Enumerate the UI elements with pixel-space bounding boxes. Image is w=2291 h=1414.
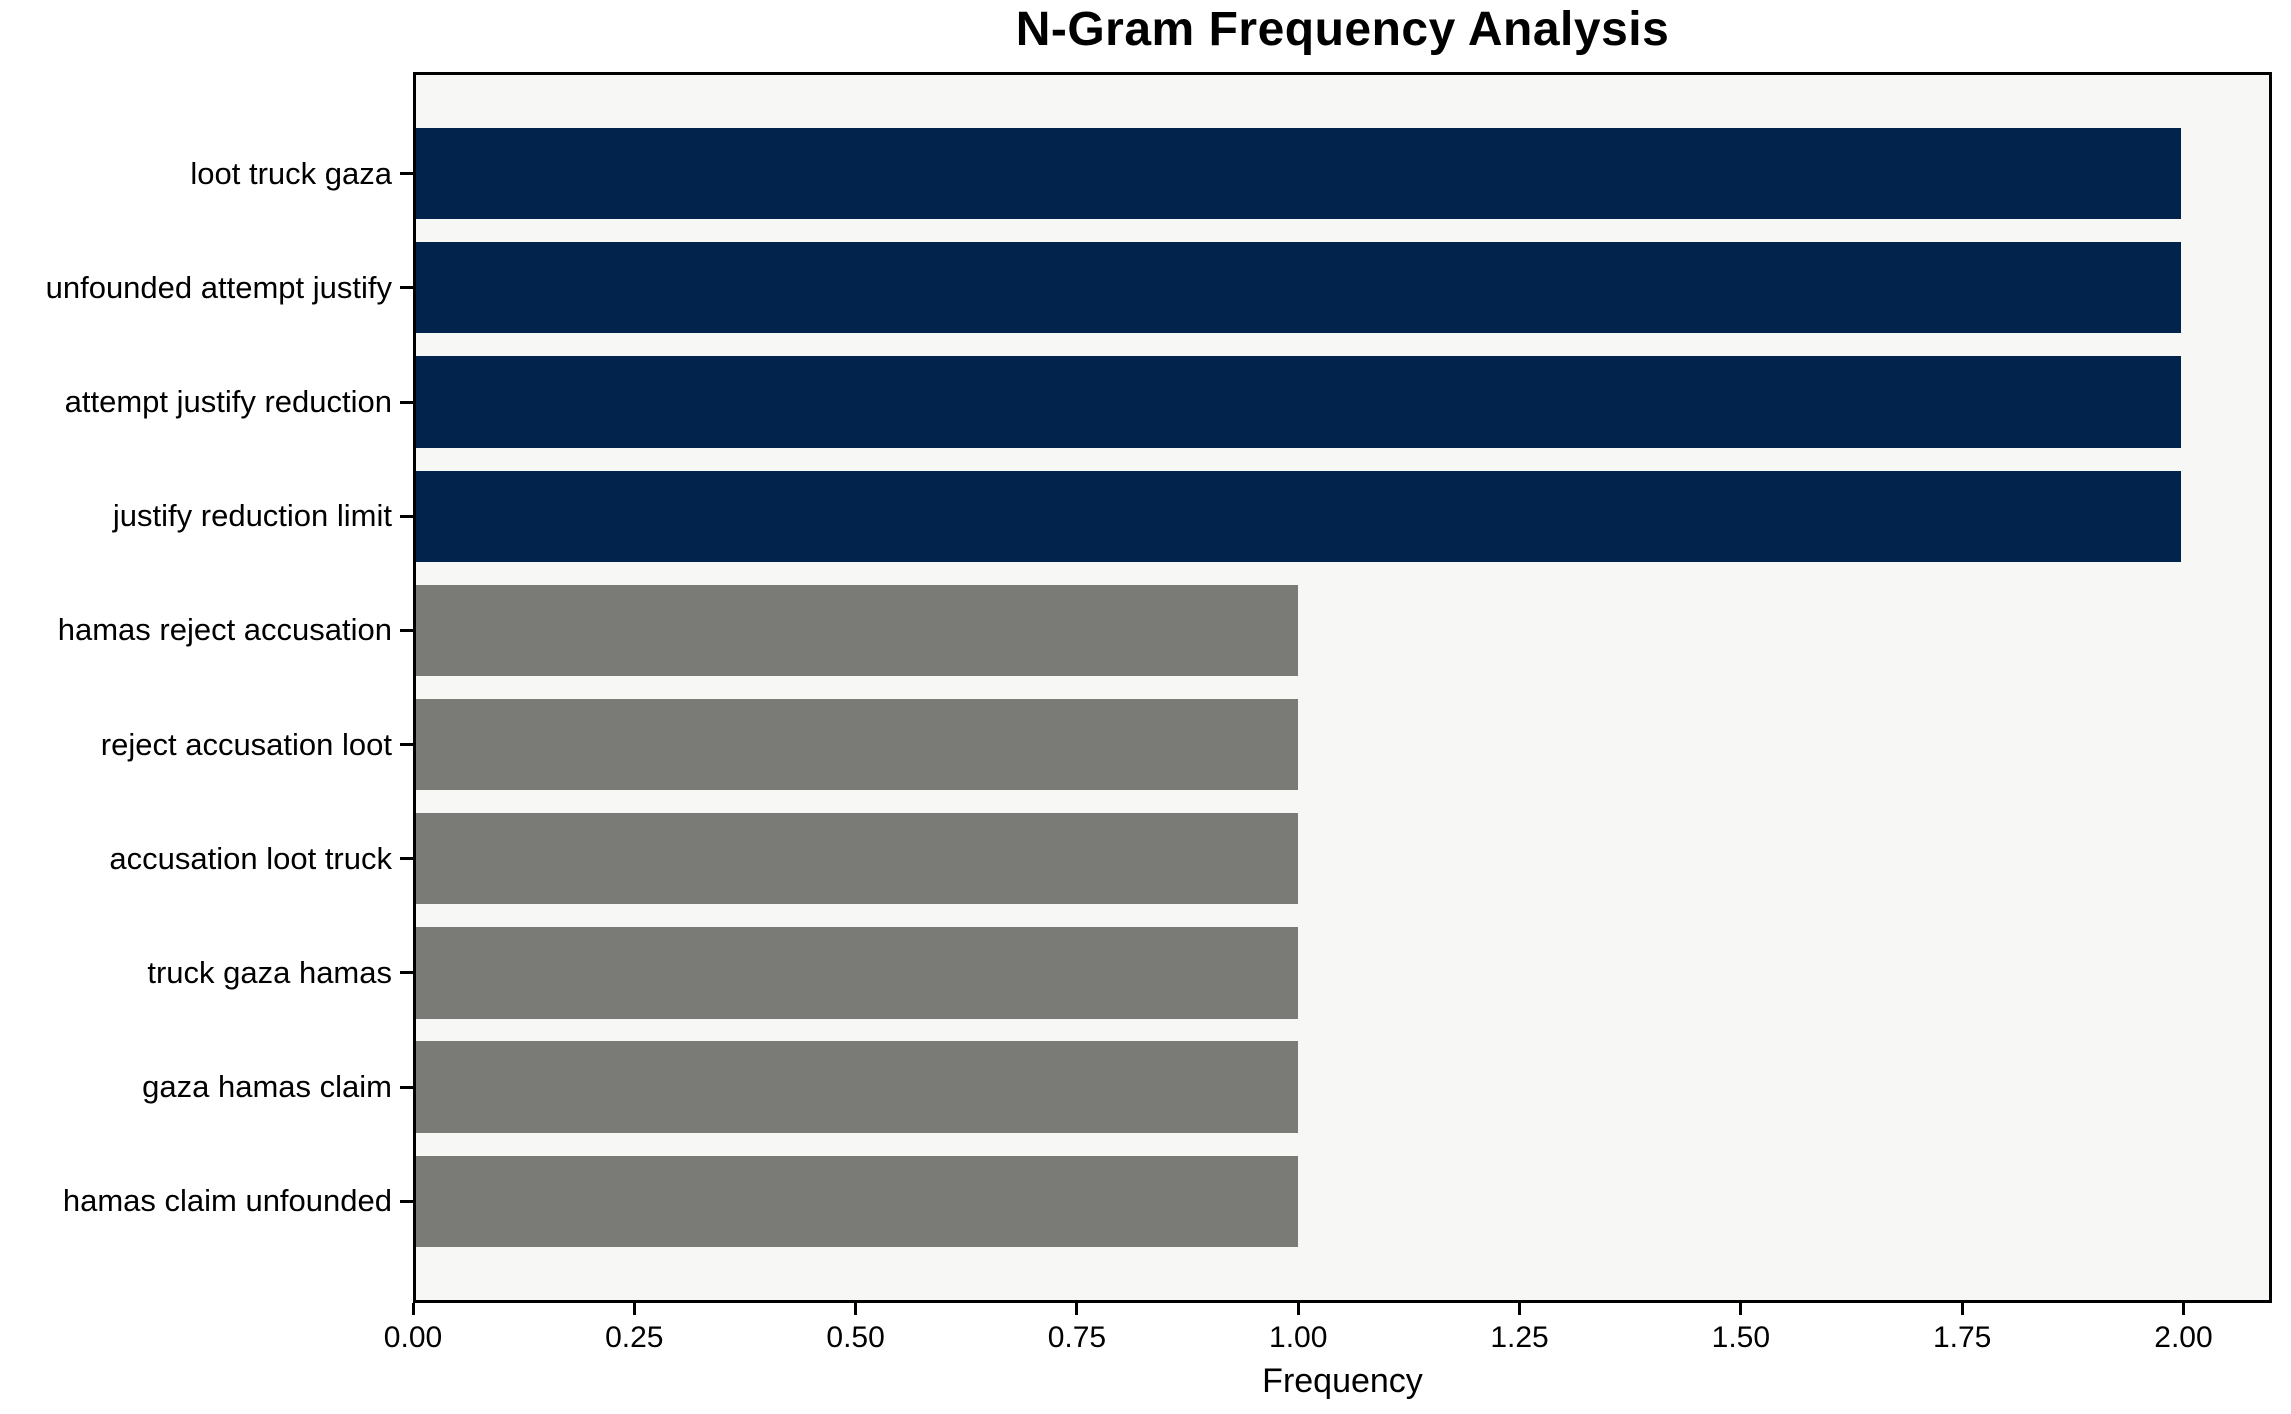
- y-tick-label: gaza hamas claim: [142, 1069, 392, 1105]
- x-tick-label: 2.00: [2154, 1321, 2213, 1354]
- bar: [416, 927, 1299, 1019]
- bar: [416, 584, 1299, 677]
- bar: [416, 698, 1299, 791]
- bar: [416, 470, 2181, 562]
- y-tick: [400, 628, 413, 632]
- y-tick-label: reject accusation loot: [100, 726, 392, 762]
- y-tick-label: accusation loot truck: [109, 840, 392, 876]
- y-tick: [400, 172, 413, 176]
- bar: [416, 356, 2181, 448]
- bar: [416, 1041, 1299, 1133]
- y-tick: [400, 400, 413, 404]
- y-tick-label: truck gaza hamas: [147, 954, 392, 990]
- bar: [416, 127, 2181, 220]
- x-tick: [1296, 1303, 1300, 1315]
- y-tick: [400, 286, 413, 290]
- x-tick-label: 0.00: [383, 1321, 443, 1354]
- bar: [416, 1155, 1299, 1248]
- bar: [416, 813, 1299, 905]
- y-tick: [400, 1199, 413, 1203]
- x-tick-label: 0.50: [826, 1321, 885, 1354]
- y-tick-label: hamas reject accusation: [57, 612, 392, 648]
- y-tick-label: unfounded attempt justify: [45, 269, 392, 305]
- bar: [416, 242, 2181, 334]
- x-tick: [1518, 1303, 1522, 1315]
- x-tick: [411, 1303, 415, 1315]
- x-tick: [1739, 1303, 1743, 1315]
- y-tick-label: hamas claim unfounded: [62, 1183, 392, 1219]
- x-tick-label: 1.75: [1932, 1321, 1992, 1354]
- y-tick-label: attempt justify reduction: [64, 384, 392, 420]
- x-tick: [854, 1303, 858, 1315]
- x-tick-label: 1.00: [1269, 1321, 1328, 1354]
- y-tick-label: justify reduction limit: [112, 498, 392, 534]
- x-tick: [1960, 1303, 1964, 1315]
- plot-area: [413, 72, 2272, 1303]
- y-tick: [400, 514, 413, 518]
- x-tick-label: 0.25: [605, 1321, 664, 1354]
- x-tick: [1075, 1303, 1079, 1315]
- y-tick: [400, 971, 413, 975]
- chart-title: N-Gram Frequency Analysis: [1015, 3, 1670, 56]
- y-tick: [400, 743, 413, 747]
- x-axis-label: Frequency: [1262, 1362, 1423, 1400]
- y-tick: [400, 857, 413, 861]
- x-tick: [2181, 1303, 2185, 1315]
- y-tick-label: loot truck gaza: [190, 155, 392, 191]
- x-tick-label: 0.75: [1047, 1321, 1107, 1354]
- y-tick: [400, 1085, 413, 1089]
- x-tick: [632, 1303, 636, 1315]
- x-tick-label: 1.50: [1711, 1321, 1771, 1354]
- x-tick-label: 1.25: [1490, 1321, 1549, 1354]
